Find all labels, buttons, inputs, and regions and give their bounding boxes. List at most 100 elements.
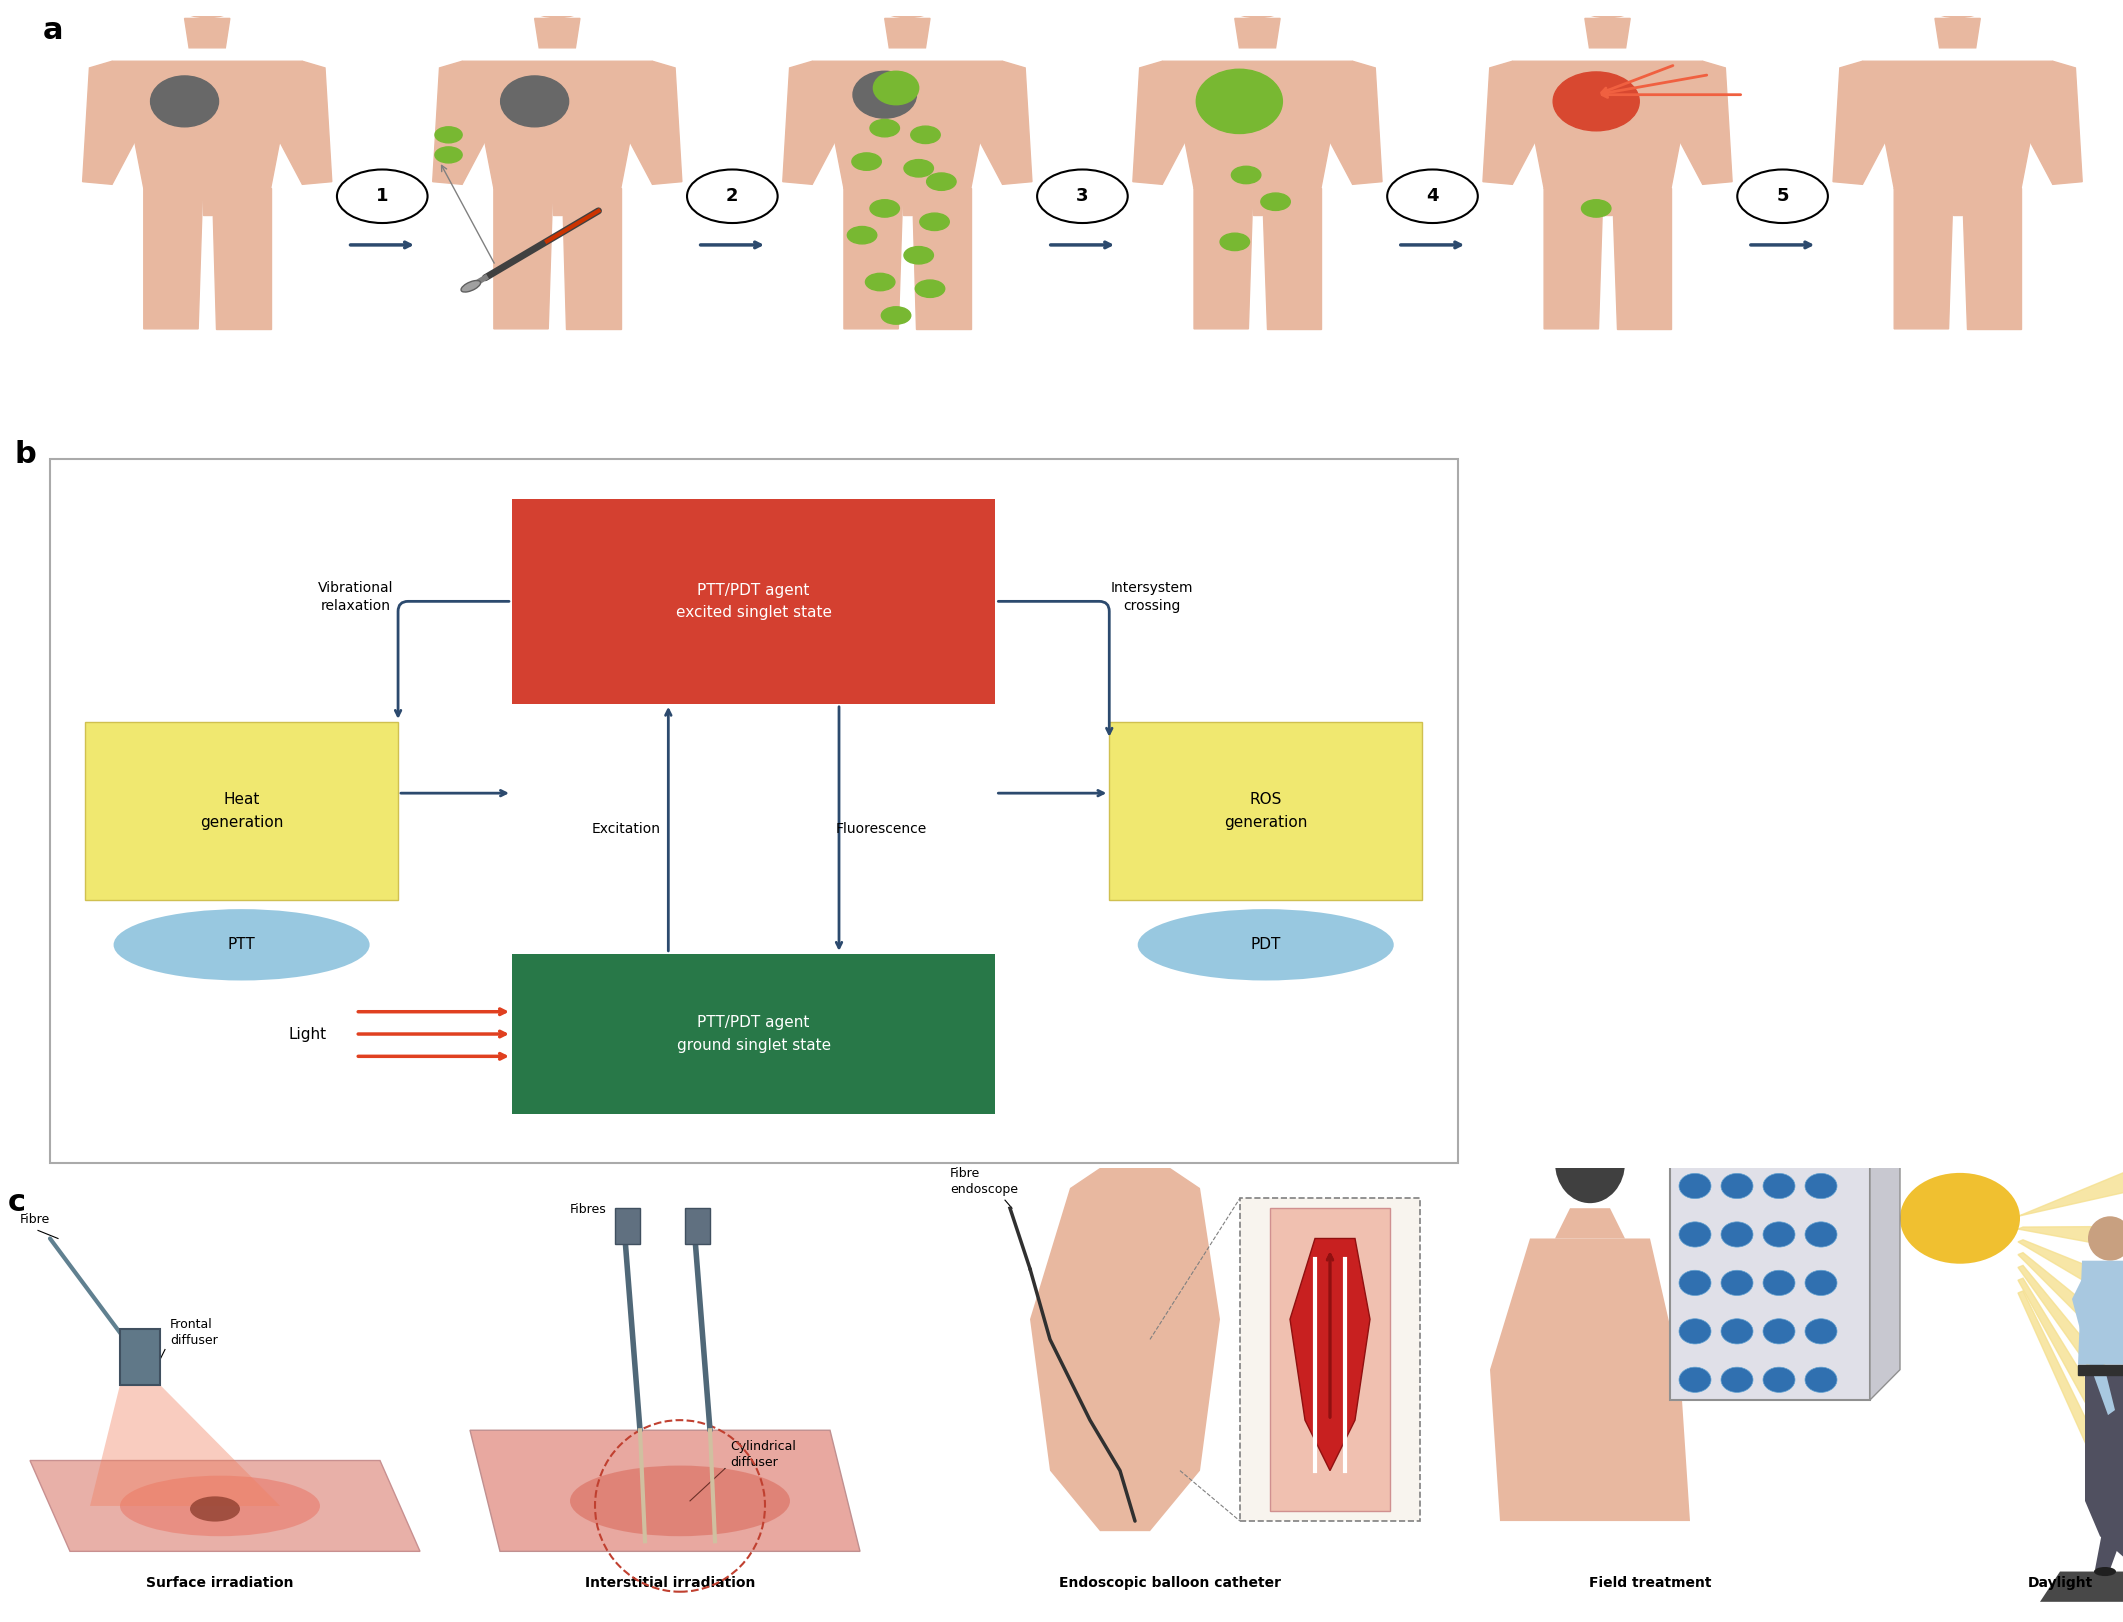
Ellipse shape [1722,1173,1754,1199]
Polygon shape [1490,1239,1690,1521]
Ellipse shape [501,76,569,127]
Ellipse shape [569,1466,790,1536]
Ellipse shape [1762,1173,1796,1199]
Polygon shape [1193,188,1253,329]
Polygon shape [535,18,580,49]
Ellipse shape [1805,1221,1836,1247]
FancyBboxPatch shape [512,500,996,704]
Circle shape [1582,200,1611,217]
Polygon shape [1185,141,1329,188]
Ellipse shape [1679,1173,1711,1199]
Circle shape [919,212,949,230]
Polygon shape [463,62,652,141]
Ellipse shape [1805,1270,1836,1296]
Polygon shape [1832,62,1885,185]
Polygon shape [30,1460,420,1551]
Polygon shape [1329,62,1382,185]
Ellipse shape [1805,1319,1836,1345]
Polygon shape [2019,1239,2123,1311]
Polygon shape [2030,62,2083,185]
Circle shape [915,281,945,297]
Text: PTT: PTT [227,938,255,952]
FancyBboxPatch shape [1240,1199,1420,1521]
Ellipse shape [1679,1270,1711,1296]
Polygon shape [1104,1132,1166,1168]
Polygon shape [2019,1291,2123,1554]
Ellipse shape [1554,71,1639,131]
FancyBboxPatch shape [1110,722,1422,900]
Polygon shape [113,62,301,141]
Polygon shape [1934,18,1981,49]
Polygon shape [1953,188,1962,216]
Circle shape [435,127,463,143]
Polygon shape [2078,1364,2123,1375]
Polygon shape [1603,188,1611,216]
Text: ROS
generation: ROS generation [1225,793,1308,829]
Polygon shape [1543,188,1603,329]
Ellipse shape [1722,1270,1754,1296]
Ellipse shape [1722,1319,1754,1345]
Polygon shape [1554,1208,1624,1239]
Polygon shape [1512,62,1703,141]
Ellipse shape [163,0,251,18]
Polygon shape [2078,1260,2123,1364]
Polygon shape [1291,1239,1369,1471]
Polygon shape [2019,1252,2123,1372]
Polygon shape [2040,1572,2123,1603]
Polygon shape [1679,62,1732,185]
Text: Daylight: Daylight [2027,1575,2093,1590]
Ellipse shape [1722,1367,1754,1392]
Circle shape [866,274,896,290]
Text: 5: 5 [1777,187,1790,206]
Circle shape [870,120,900,136]
Polygon shape [2072,1278,2115,1414]
Polygon shape [902,188,913,216]
Text: c: c [8,1187,25,1216]
FancyBboxPatch shape [686,1208,709,1244]
Text: Surface irradiation: Surface irradiation [146,1575,293,1590]
Polygon shape [1671,1087,1900,1118]
Ellipse shape [1554,1122,1624,1204]
Polygon shape [813,62,1002,141]
Text: Light: Light [289,1027,327,1041]
Polygon shape [2095,1375,2123,1570]
Polygon shape [134,141,280,188]
Circle shape [1231,167,1261,183]
Circle shape [2089,1216,2123,1260]
Ellipse shape [1762,1319,1796,1345]
Polygon shape [2019,1226,2123,1251]
Polygon shape [1484,62,1535,185]
Text: PTT/PDT agent
ground singlet state: PTT/PDT agent ground singlet state [677,1015,830,1053]
Circle shape [1221,234,1250,250]
Polygon shape [845,188,902,329]
Text: b: b [15,440,36,469]
Ellipse shape [1722,1221,1754,1247]
Text: 3: 3 [1076,187,1089,206]
Circle shape [851,152,881,170]
Polygon shape [1236,18,1280,49]
Polygon shape [981,62,1032,185]
Text: Field treatment: Field treatment [1588,1575,1711,1590]
Text: a: a [42,16,64,45]
Polygon shape [2019,1265,2123,1432]
Polygon shape [1253,188,1261,216]
Text: Fibre
endoscope: Fibre endoscope [949,1168,1019,1195]
Polygon shape [552,188,563,216]
Ellipse shape [853,71,917,118]
FancyBboxPatch shape [512,954,996,1114]
Circle shape [847,227,877,243]
Text: Intersystem
crossing: Intersystem crossing [1110,581,1193,613]
Polygon shape [834,141,981,188]
FancyBboxPatch shape [1671,1118,1870,1400]
Polygon shape [484,141,631,188]
Polygon shape [1030,1168,1221,1531]
FancyBboxPatch shape [1270,1208,1391,1512]
Circle shape [904,159,934,177]
Polygon shape [1611,188,1671,329]
Polygon shape [783,62,834,185]
Circle shape [881,307,911,324]
Polygon shape [1134,62,1185,185]
Ellipse shape [1214,0,1301,18]
Polygon shape [2019,1166,2123,1216]
Ellipse shape [1195,70,1282,133]
